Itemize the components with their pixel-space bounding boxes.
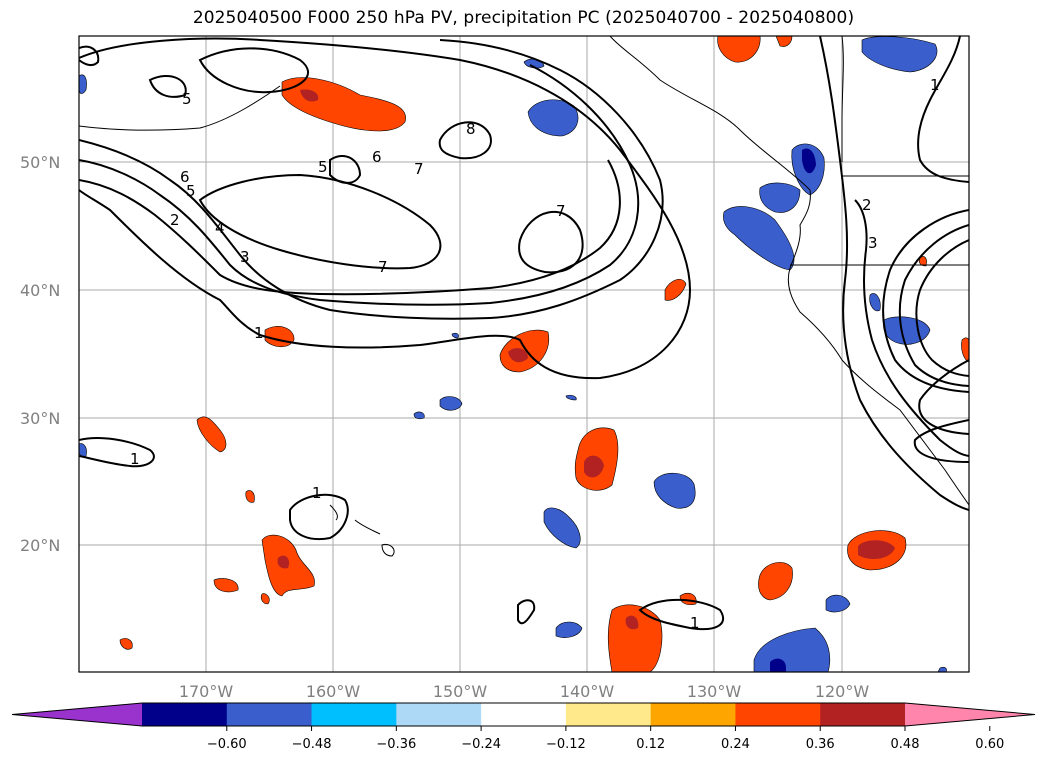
map-border: [78, 35, 970, 673]
colorbar-tick-label: 0.24: [721, 737, 750, 752]
contour-label: 5: [186, 182, 196, 200]
colorbar-tick-label: −0.12: [546, 737, 586, 752]
map-title: 2025040500 F000 250 hPa PV, precipitatio…: [192, 8, 855, 28]
lon-label-170w: 170°W: [179, 682, 234, 701]
precip-field: [79, 36, 969, 672]
contour-label: 2: [862, 196, 872, 214]
colorbar-tick-label: −0.48: [292, 737, 332, 752]
colorbar-segment: [735, 703, 821, 726]
colorbar-tick-labels: −0.60 −0.48 −0.36 −0.24 −0.12 0.12 0.24 0.36 0.4…: [207, 726, 1004, 752]
colorbar-segment: [311, 703, 397, 726]
contour-label: 7: [556, 202, 566, 220]
colorbar-segment: [142, 703, 228, 726]
colorbar-segment: [650, 703, 736, 726]
lat-label-30n: 30°N: [20, 409, 60, 428]
contour-label: 3: [240, 248, 250, 266]
colorbar-segment: [226, 703, 313, 726]
colorbar-extend-high: [905, 703, 1035, 726]
contour-labels: 1 1 1 1 1 2 2 3 3 4 5 5 5 6 6 7 7 7 8: [130, 76, 940, 632]
colorbar-outline: [11, 702, 1036, 727]
lon-label-120w: 120°W: [815, 682, 870, 701]
contour-label: 1: [254, 324, 264, 342]
contour-label: 8: [466, 120, 476, 138]
longitude-labels: 170°W 160°W 150°W 140°W 130°W 120°W: [179, 682, 870, 701]
lon-label-150w: 150°W: [433, 682, 488, 701]
contour-label: 1: [690, 614, 700, 632]
lat-label-20n: 20°N: [20, 536, 60, 555]
contour-label: 1: [930, 76, 940, 94]
colorbar-tick-label: 0.48: [891, 737, 920, 752]
lat-label-50n: 50°N: [20, 153, 60, 172]
contour-label: 1: [312, 484, 322, 502]
colorbar-tick-label: 0.36: [806, 737, 835, 752]
contour-label: 1: [130, 450, 140, 468]
colorbar-tick-label: 0.12: [636, 737, 665, 752]
colorbar-segment: [820, 703, 906, 726]
lon-label-130w: 130°W: [687, 682, 742, 701]
colorbar-segment: [396, 703, 482, 726]
contour-label: 4: [215, 219, 225, 237]
colorbar-tick-label: −0.24: [461, 737, 501, 752]
colorbar-tick-label: −0.36: [376, 737, 416, 752]
lat-label-40n: 40°N: [20, 281, 60, 300]
contour-label: 2: [170, 211, 180, 229]
colorbar-segment: [481, 703, 567, 726]
contour-label: 6: [372, 148, 382, 166]
contour-label: 5: [182, 90, 192, 108]
pv-contours: [79, 36, 969, 630]
colorbar: [11, 702, 1036, 727]
latitude-labels: 50°N 40°N 30°N 20°N: [20, 153, 60, 555]
contour-label: 3: [868, 234, 878, 252]
colorbar-tick-label: −0.60: [207, 737, 247, 752]
contour-label: 5: [318, 158, 328, 176]
lon-label-160w: 160°W: [306, 682, 361, 701]
contour-label: 7: [414, 160, 424, 178]
contour-label: 7: [378, 258, 388, 276]
contour-label: 6: [180, 168, 190, 186]
coastlines: [79, 36, 969, 557]
colorbar-extend-low: [12, 703, 142, 726]
lon-label-140w: 140°W: [560, 682, 615, 701]
colorbar-tick-label: 0.60: [975, 737, 1004, 752]
colorbar-segment: [565, 703, 652, 726]
